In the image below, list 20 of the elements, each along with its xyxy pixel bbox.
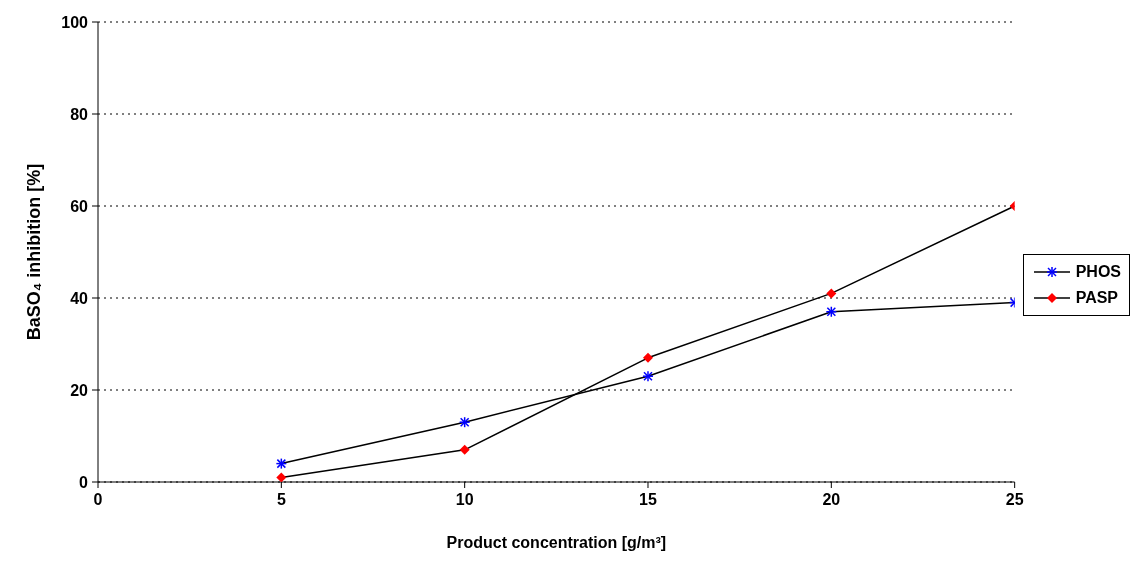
- x-tick-label: 15: [639, 491, 657, 509]
- point: [276, 472, 287, 482]
- legend-label: PASP: [1075, 289, 1119, 307]
- y-tick-label: 80: [70, 105, 89, 123]
- y-tick-label: 40: [70, 289, 89, 307]
- y-tick-label: 20: [70, 381, 89, 399]
- legend-label: PHOS: [1075, 263, 1121, 281]
- x-tick-label: 10: [455, 491, 474, 509]
- x-tick-label: 0: [93, 491, 103, 509]
- point: [459, 444, 470, 455]
- x-axis-title: Product concentration [g/m³]: [446, 534, 667, 551]
- point: [642, 352, 653, 363]
- y-tick-label: 60: [70, 197, 89, 215]
- x-tick-label: 20: [822, 491, 841, 509]
- x-tick-label: 25: [1005, 491, 1024, 509]
- point: [826, 288, 837, 299]
- y-tick-label: 0: [79, 473, 89, 491]
- y-tick-label: 100: [61, 13, 89, 31]
- y-axis-title: BaSO₄ inhibition [%]: [24, 163, 45, 341]
- x-tick-label: 5: [276, 491, 286, 509]
